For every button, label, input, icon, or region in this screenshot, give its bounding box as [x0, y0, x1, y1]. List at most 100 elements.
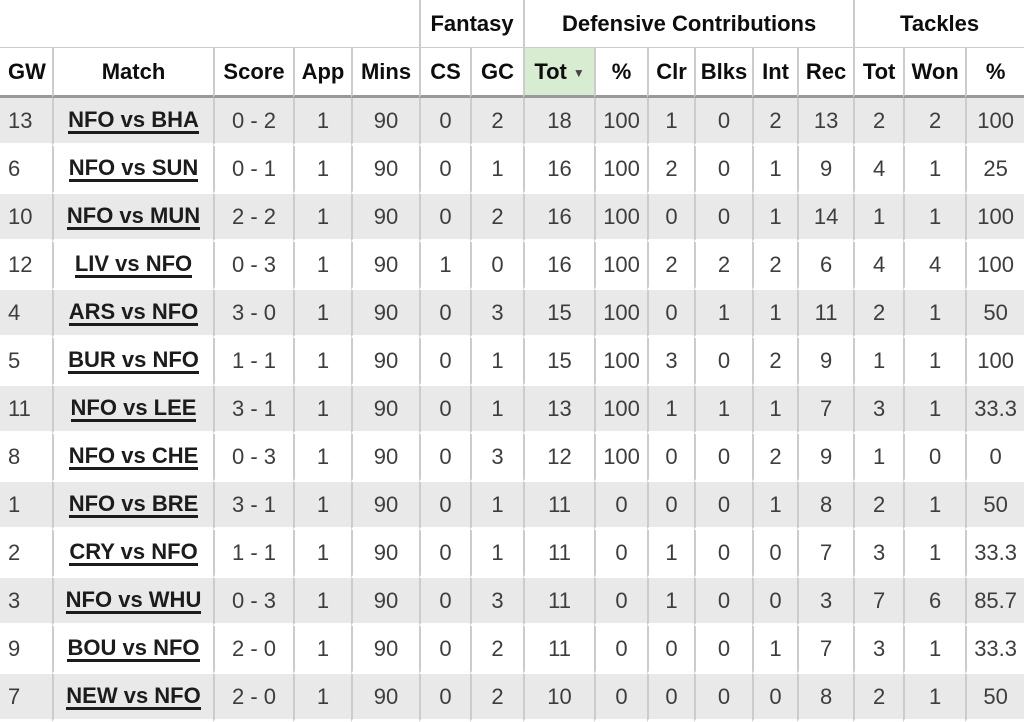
match-link[interactable]: NFO vs MUN [66, 204, 201, 231]
cell-dc-tot: 11 [523, 482, 595, 530]
column-header-label: Match [101, 58, 166, 84]
column-header-tk-tot[interactable]: Tot [853, 48, 904, 98]
cell-cs: 0 [419, 434, 471, 482]
cell-dc-tot: 11 [523, 530, 595, 578]
cell-tk-tot: 3 [853, 530, 904, 578]
cell-tk-pct: 100 [965, 194, 1024, 242]
match-link[interactable]: BUR vs NFO [68, 348, 199, 375]
match-link[interactable]: NEW vs NFO [66, 684, 201, 711]
cell-cs: 0 [419, 194, 471, 242]
match-link[interactable]: NFO vs CHE [68, 444, 199, 471]
cell-gc: 1 [470, 146, 524, 194]
cell-score: 2 - 2 [213, 194, 293, 242]
cell-dc-pct: 100 [594, 290, 648, 338]
column-group-tackles: Tackles [853, 0, 1024, 48]
column-header-gw[interactable]: GW [0, 48, 52, 98]
cell-cs: 1 [419, 242, 471, 290]
column-header-cs[interactable]: CS [419, 48, 471, 98]
cell-cs: 0 [419, 146, 471, 194]
cell-tk-won: 1 [903, 146, 966, 194]
cell-mins: 90 [351, 386, 420, 434]
match-link[interactable]: NFO vs LEE [70, 396, 197, 423]
column-header-app[interactable]: App [293, 48, 351, 98]
column-group-fantasy: Fantasy [419, 0, 524, 48]
column-header-dc-pct[interactable]: % [594, 48, 648, 98]
table-row: 6 NFO vs SUN 0 - 1 1 90 0 1 16 100 2 0 1 9 4 1 25 [0, 146, 1024, 194]
cell-tk-pct: 85.7 [965, 578, 1024, 626]
cell-dc-tot: 16 [523, 194, 595, 242]
cell-score: 3 - 1 [213, 482, 293, 530]
cell-match: NFO vs MUN [52, 194, 213, 242]
cell-gw: 1 [0, 482, 52, 530]
column-header-blks[interactable]: Blks [694, 48, 753, 98]
cell-rec: 7 [797, 386, 854, 434]
column-header-label: Blks [700, 58, 748, 84]
match-link[interactable]: ARS vs NFO [68, 300, 199, 327]
cell-mins: 90 [351, 578, 420, 626]
cell-int: 1 [752, 626, 798, 674]
cell-match: NFO vs WHU [52, 578, 213, 626]
column-header-dc-tot[interactable]: Tot ▼ [523, 48, 595, 98]
cell-blks: 0 [694, 530, 753, 578]
cell-score: 0 - 2 [213, 98, 293, 146]
match-link[interactable]: LIV vs NFO [74, 252, 193, 279]
cell-gc: 2 [470, 98, 524, 146]
column-header-rec[interactable]: Rec [797, 48, 854, 98]
column-header-tk-pct[interactable]: % [965, 48, 1024, 98]
table-row: 13 NFO vs BHA 0 - 2 1 90 0 2 18 100 1 0 2 13 2 2 100 [0, 98, 1024, 146]
column-header-gc[interactable]: GC [470, 48, 524, 98]
column-header-mins[interactable]: Mins [351, 48, 420, 98]
column-header-label: Rec [805, 58, 847, 84]
match-link[interactable]: NFO vs WHU [65, 588, 202, 615]
cell-tk-pct: 33.3 [965, 626, 1024, 674]
column-header-score[interactable]: Score [213, 48, 293, 98]
cell-gc: 3 [470, 290, 524, 338]
match-link[interactable]: NFO vs SUN [68, 156, 199, 183]
match-link[interactable]: NFO vs BRE [68, 492, 199, 519]
table-row: 8 NFO vs CHE 0 - 3 1 90 0 3 12 100 0 0 2 9 1 0 0 [0, 434, 1024, 482]
cell-gw: 9 [0, 626, 52, 674]
cell-gc: 1 [470, 530, 524, 578]
cell-score: 1 - 1 [213, 338, 293, 386]
cell-dc-tot: 12 [523, 434, 595, 482]
cell-dc-pct: 100 [594, 434, 648, 482]
cell-tk-pct: 50 [965, 482, 1024, 530]
cell-match: NEW vs NFO [52, 674, 213, 722]
cell-dc-pct: 0 [594, 530, 648, 578]
column-header-match[interactable]: Match [52, 48, 213, 98]
cell-tk-pct: 33.3 [965, 530, 1024, 578]
cell-blks: 1 [694, 386, 753, 434]
cell-int: 1 [752, 194, 798, 242]
cell-clr: 2 [647, 146, 695, 194]
cell-int: 0 [752, 578, 798, 626]
column-header-clr[interactable]: Clr [647, 48, 695, 98]
cell-mins: 90 [351, 290, 420, 338]
cell-clr: 0 [647, 290, 695, 338]
cell-int: 2 [752, 98, 798, 146]
cell-app: 1 [293, 482, 351, 530]
cell-blks: 0 [694, 146, 753, 194]
match-link[interactable]: BOU vs NFO [67, 636, 200, 663]
cell-gc: 2 [470, 626, 524, 674]
match-link[interactable]: NFO vs BHA [68, 108, 199, 135]
cell-app: 1 [293, 530, 351, 578]
cell-match: NFO vs BRE [52, 482, 213, 530]
cell-app: 1 [293, 338, 351, 386]
column-header-label: Tot [534, 58, 567, 84]
cell-dc-pct: 0 [594, 674, 648, 722]
cell-tk-pct: 100 [965, 338, 1024, 386]
match-link[interactable]: CRY vs NFO [69, 540, 198, 567]
cell-rec: 7 [797, 530, 854, 578]
cell-score: 1 - 1 [213, 530, 293, 578]
column-header-label: Mins [360, 58, 412, 84]
cell-tk-tot: 1 [853, 338, 904, 386]
cell-match: ARS vs NFO [52, 290, 213, 338]
cell-blks: 0 [694, 626, 753, 674]
column-header-int[interactable]: Int [752, 48, 798, 98]
cell-dc-tot: 11 [523, 626, 595, 674]
cell-tk-pct: 100 [965, 242, 1024, 290]
column-header-tk-won[interactable]: Won [903, 48, 966, 98]
cell-mins: 90 [351, 242, 420, 290]
cell-int: 1 [752, 146, 798, 194]
column-header-label: Clr [656, 58, 687, 84]
